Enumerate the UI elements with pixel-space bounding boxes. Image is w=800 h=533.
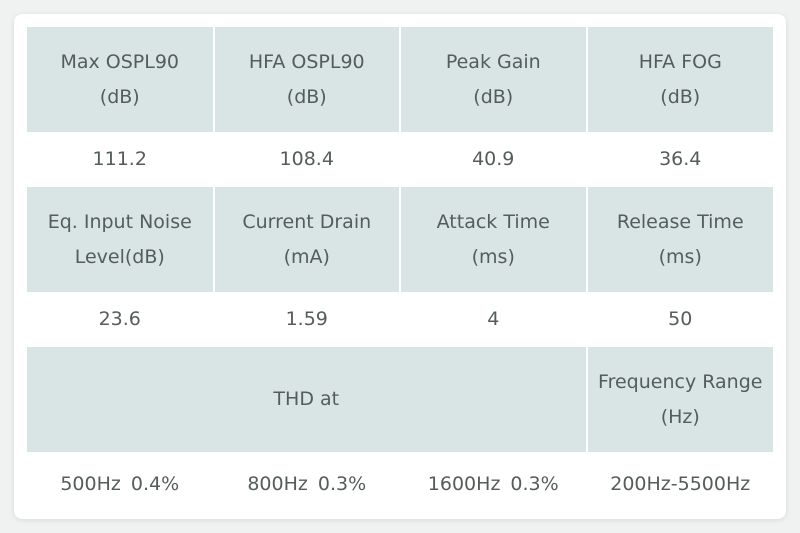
header-label: HFA OSPL90: [248, 50, 365, 73]
header-row-1: Max OSPL90 (dB) HFA OSPL90 (dB) Peak Gai…: [27, 27, 773, 132]
header-unit: (dB): [99, 85, 140, 108]
value-current-drain: 1.59: [212, 292, 400, 347]
header-label: Peak Gain: [445, 50, 541, 73]
header-label: Current Drain: [242, 210, 372, 233]
value-peak-gain: 40.9: [399, 132, 587, 187]
header-hfa-ospl90: HFA OSPL90 (dB): [212, 27, 400, 132]
thd-percent: 0.4%: [130, 472, 180, 495]
value-thd-1600hz: 1600Hz 0.3%: [399, 452, 587, 516]
header-peak-gain: Peak Gain (dB): [399, 27, 587, 132]
header-eq-input-noise: Eq. Input Noise Level(dB): [27, 187, 214, 292]
spec-table: Max OSPL90 (dB) HFA OSPL90 (dB) Peak Gai…: [27, 27, 773, 516]
header-row-2: Eq. Input Noise Level(dB) Current Drain …: [27, 187, 773, 292]
thd-frequency: 500Hz: [60, 472, 121, 495]
header-frequency-range: Frequency Range (Hz): [585, 347, 773, 452]
header-unit: (Hz): [660, 405, 700, 428]
value-eq-input-noise: 23.6: [27, 292, 214, 347]
header-label: Release Time: [616, 210, 744, 233]
header-label: Eq. Input Noise: [47, 210, 192, 233]
header-unit: (ms): [658, 245, 702, 268]
thd-frequency: 800Hz: [247, 472, 308, 495]
header-unit: (dB): [286, 85, 327, 108]
value-row-2: 23.6 1.59 4 50: [27, 292, 773, 347]
value-hfa-ospl90: 108.4: [212, 132, 400, 187]
value-row-1: 111.2 108.4 40.9 36.4: [27, 132, 773, 187]
header-label: Frequency Range: [598, 370, 763, 393]
value-release-time: 50: [585, 292, 773, 347]
value-max-ospl90: 111.2: [27, 132, 214, 187]
value-row-3: 500Hz 0.4% 800Hz 0.3% 1600Hz 0.3% 200Hz-550…: [27, 452, 773, 516]
header-label: Max OSPL90: [60, 50, 180, 73]
header-unit: (dB): [473, 85, 514, 108]
value-frequency-range: 200Hz-5500Hz: [585, 452, 773, 516]
header-max-ospl90: Max OSPL90 (dB): [27, 27, 214, 132]
thd-percent: 0.3%: [317, 472, 367, 495]
header-label: HFA FOG: [638, 50, 722, 73]
header-unit: (ms): [471, 245, 515, 268]
header-hfa-fog: HFA FOG (dB): [585, 27, 773, 132]
header-unit: (dB): [660, 85, 701, 108]
header-attack-time: Attack Time (ms): [399, 187, 587, 292]
value-thd-500hz: 500Hz 0.4%: [27, 452, 214, 516]
header-unit: Level(dB): [74, 245, 165, 268]
header-thd: THD at: [27, 347, 587, 452]
header-row-3: THD at Frequency Range (Hz): [27, 347, 773, 452]
value-thd-800hz: 800Hz 0.3%: [212, 452, 400, 516]
header-label: Attack Time: [436, 210, 550, 233]
header-current-drain: Current Drain (mA): [212, 187, 400, 292]
value-hfa-fog: 36.4: [585, 132, 773, 187]
thd-frequency: 1600Hz: [427, 472, 501, 495]
header-release-time: Release Time (ms): [585, 187, 773, 292]
header-unit: (mA): [283, 245, 330, 268]
spec-card: Max OSPL90 (dB) HFA OSPL90 (dB) Peak Gai…: [14, 14, 786, 519]
value-attack-time: 4: [399, 292, 587, 347]
thd-percent: 0.3%: [510, 472, 559, 495]
